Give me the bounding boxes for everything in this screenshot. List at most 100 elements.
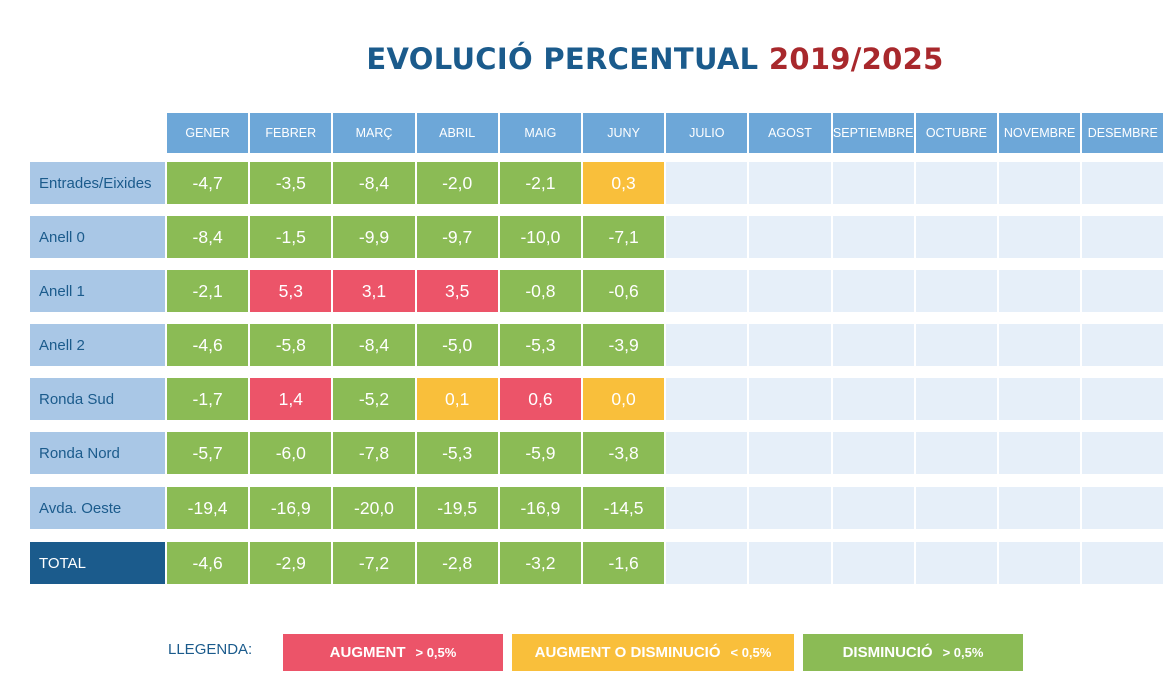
value-cell: -6,0: [250, 432, 332, 474]
row-label: Entrades/Eixides: [30, 162, 165, 204]
value-cell: -3,5: [250, 162, 332, 204]
empty-cell: [999, 324, 1081, 366]
value-cell: -4,6: [167, 324, 249, 366]
empty-cell: [915, 487, 997, 529]
empty-cell: [915, 270, 997, 312]
value-cell: -2,8: [416, 542, 498, 584]
empty-cell: [832, 378, 914, 420]
empty-cell: [915, 432, 997, 474]
legend-item-threshold: > 0,5%: [415, 645, 457, 660]
empty-cell: [749, 162, 831, 204]
legend-item-name: AUGMENT O DISMINUCIÓ: [534, 644, 721, 661]
value-cell: -4,6: [167, 542, 249, 584]
row-label: Anell 0: [30, 216, 165, 258]
empty-cell: [666, 542, 748, 584]
empty-cell: [666, 270, 748, 312]
empty-cell: [915, 216, 997, 258]
empty-cell: [749, 270, 831, 312]
value-cell: 0,6: [499, 378, 581, 420]
value-cell: -2,1: [167, 270, 249, 312]
empty-cell: [666, 432, 748, 474]
empty-cell: [749, 378, 831, 420]
empty-cell: [666, 324, 748, 366]
legend-item-name: AUGMENT: [329, 644, 406, 661]
legend-item-threshold: < 0,5%: [730, 645, 772, 660]
value-cell: 0,0: [583, 378, 665, 420]
row-label: Avda. Oeste: [30, 487, 165, 529]
value-cell: -1,6: [583, 542, 665, 584]
empty-cell: [1082, 487, 1164, 529]
value-cell: -8,4: [167, 216, 249, 258]
column-header: MAIG: [499, 113, 581, 153]
empty-cell: [999, 487, 1081, 529]
column-header: ABRIL: [416, 113, 498, 153]
value-cell: -3,8: [583, 432, 665, 474]
empty-cell: [1082, 216, 1164, 258]
empty-cell: [666, 378, 748, 420]
empty-cell: [666, 216, 748, 258]
value-cell: -5,8: [250, 324, 332, 366]
value-cell: -0,6: [583, 270, 665, 312]
empty-cell: [832, 432, 914, 474]
value-cell: 3,1: [333, 270, 415, 312]
value-cell: 3,5: [416, 270, 498, 312]
empty-cell: [915, 378, 997, 420]
empty-cell: [1082, 270, 1164, 312]
value-cell: -20,0: [333, 487, 415, 529]
empty-cell: [999, 542, 1081, 584]
value-cell: -19,5: [416, 487, 498, 529]
empty-cell: [832, 324, 914, 366]
value-cell: -4,7: [167, 162, 249, 204]
empty-cell: [1082, 542, 1164, 584]
empty-cell: [666, 162, 748, 204]
empty-cell: [832, 487, 914, 529]
column-header: MARÇ: [333, 113, 415, 153]
column-header: SEPTIEMBRE: [832, 113, 914, 153]
value-cell: -5,7: [167, 432, 249, 474]
column-header: FEBRER: [250, 113, 332, 153]
empty-cell: [1082, 432, 1164, 474]
value-cell: -5,9: [499, 432, 581, 474]
row-label: Anell 2: [30, 324, 165, 366]
value-cell: -3,9: [583, 324, 665, 366]
column-header: OCTUBRE: [915, 113, 997, 153]
title-main: EVOLUCIÓ PERCENTUAL: [366, 42, 759, 76]
empty-cell: [999, 216, 1081, 258]
legend-item-decrease: DISMINUCIÓ > 0,5%: [803, 634, 1023, 671]
value-cell: -2,1: [499, 162, 581, 204]
column-header: AGOST: [749, 113, 831, 153]
column-header: GENER: [167, 113, 249, 153]
value-cell: -5,3: [416, 432, 498, 474]
empty-cell: [832, 162, 914, 204]
column-header: NOVEMBRE: [999, 113, 1081, 153]
legend-item-neutral: AUGMENT O DISMINUCIÓ < 0,5%: [512, 634, 794, 671]
column-header: JUNY: [583, 113, 665, 153]
empty-cell: [915, 542, 997, 584]
empty-cell: [999, 432, 1081, 474]
value-cell: -2,0: [416, 162, 498, 204]
empty-cell: [1082, 162, 1164, 204]
empty-cell: [749, 324, 831, 366]
value-cell: -19,4: [167, 487, 249, 529]
empty-cell: [915, 324, 997, 366]
legend-item-name: DISMINUCIÓ: [842, 644, 933, 661]
value-cell: 0,3: [583, 162, 665, 204]
value-cell: -16,9: [499, 487, 581, 529]
value-cell: -5,2: [333, 378, 415, 420]
legend-item-threshold: > 0,5%: [942, 645, 984, 660]
value-cell: -9,9: [333, 216, 415, 258]
empty-cell: [749, 216, 831, 258]
page-title: EVOLUCIÓ PERCENTUAL 2019/2025: [0, 42, 1172, 76]
empty-cell: [832, 270, 914, 312]
row-label: Anell 1: [30, 270, 165, 312]
empty-cell: [749, 542, 831, 584]
column-header: JULIO: [666, 113, 748, 153]
column-header: DESEMBRE: [1082, 113, 1164, 153]
value-cell: -8,4: [333, 162, 415, 204]
value-cell: -3,2: [499, 542, 581, 584]
value-cell: -1,7: [167, 378, 249, 420]
empty-cell: [749, 432, 831, 474]
row-label: Ronda Sud: [30, 378, 165, 420]
value-cell: 1,4: [250, 378, 332, 420]
value-cell: -5,3: [499, 324, 581, 366]
